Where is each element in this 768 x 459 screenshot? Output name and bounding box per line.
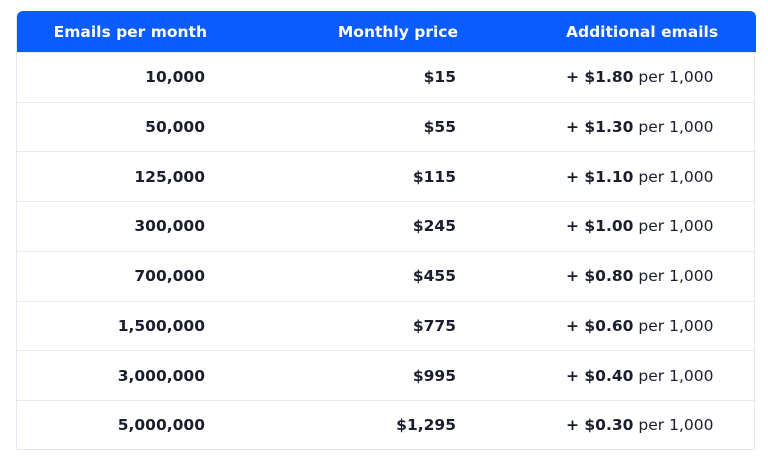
additional-price: + $0.60 — [566, 316, 634, 335]
additional-unit: per 1,000 — [638, 366, 714, 385]
emails-cell: 300,000 — [134, 217, 205, 236]
price-cell: $115 — [412, 167, 456, 186]
emails-cell: 1,500,000 — [117, 316, 205, 335]
table-row: 300,000 $245 + $1.00 per 1,000 — [17, 201, 754, 251]
price-cell: $245 — [412, 217, 456, 236]
additional-unit: per 1,000 — [638, 416, 714, 435]
additional-cell: + $1.10 per 1,000 — [566, 152, 713, 201]
header-cell: Monthly price — [337, 22, 458, 41]
additional-cell: + $0.40 per 1,000 — [566, 351, 713, 400]
emails-cell: 50,000 — [145, 118, 205, 137]
table-row: 3,000,000 $995 + $0.40 per 1,000 — [17, 350, 754, 400]
additional-unit: per 1,000 — [638, 316, 714, 335]
additional-cell: + $1.00 per 1,000 — [566, 202, 713, 251]
additional-unit: per 1,000 — [638, 118, 714, 137]
table-row: 5,000,000 $1,295 + $0.30 per 1,000 — [17, 399, 754, 450]
header-cell: Additional emails — [566, 22, 719, 41]
additional-price: + $0.30 — [566, 416, 634, 435]
additional-cell: + $0.80 per 1,000 — [566, 252, 713, 301]
price-cell: $15 — [423, 68, 456, 87]
table-row: 50,000 $55 + $1.30 per 1,000 — [17, 101, 754, 152]
price-cell: $455 — [412, 267, 456, 286]
additional-unit: per 1,000 — [638, 167, 714, 186]
table-row: 700,000 $455 + $0.80 per 1,000 — [17, 250, 754, 301]
additional-cell: + $0.60 per 1,000 — [566, 302, 713, 351]
price-cell: $1,295 — [396, 416, 456, 435]
additional-unit: per 1,000 — [638, 217, 714, 236]
table-row: 10,000 $15 + $1.80 per 1,000 — [17, 52, 754, 102]
price-cell: $995 — [412, 366, 456, 385]
additional-unit: per 1,000 — [638, 267, 714, 286]
additional-price: + $0.80 — [566, 267, 634, 286]
additional-cell: + $0.30 per 1,000 — [566, 401, 713, 450]
additional-price: + $0.40 — [566, 366, 634, 385]
header-cell: Emails per month — [53, 22, 207, 41]
additional-price: + $1.80 — [566, 68, 634, 87]
additional-unit: per 1,000 — [638, 68, 714, 87]
additional-cell: + $1.30 per 1,000 — [566, 103, 713, 152]
emails-cell: 700,000 — [134, 267, 205, 286]
emails-cell: 3,000,000 — [117, 366, 205, 385]
emails-cell: 125,000 — [134, 167, 205, 186]
emails-cell: 10,000 — [145, 68, 205, 87]
price-cell: $55 — [423, 118, 456, 137]
table-row: 1,500,000 $775 + $0.60 per 1,000 — [17, 300, 754, 351]
additional-cell: + $1.80 per 1,000 — [566, 53, 713, 102]
additional-price: + $1.00 — [566, 217, 634, 236]
table-row: 125,000 $115 + $1.10 per 1,000 — [17, 151, 754, 201]
price-cell: $775 — [412, 316, 456, 335]
additional-price: + $1.10 — [566, 167, 634, 186]
table-header: Emails per month Monthly price Additiona… — [17, 11, 756, 52]
pricing-table: Emails per month Monthly price Additiona… — [16, 11, 756, 450]
emails-cell: 5,000,000 — [117, 416, 205, 435]
additional-price: + $1.30 — [566, 118, 634, 137]
